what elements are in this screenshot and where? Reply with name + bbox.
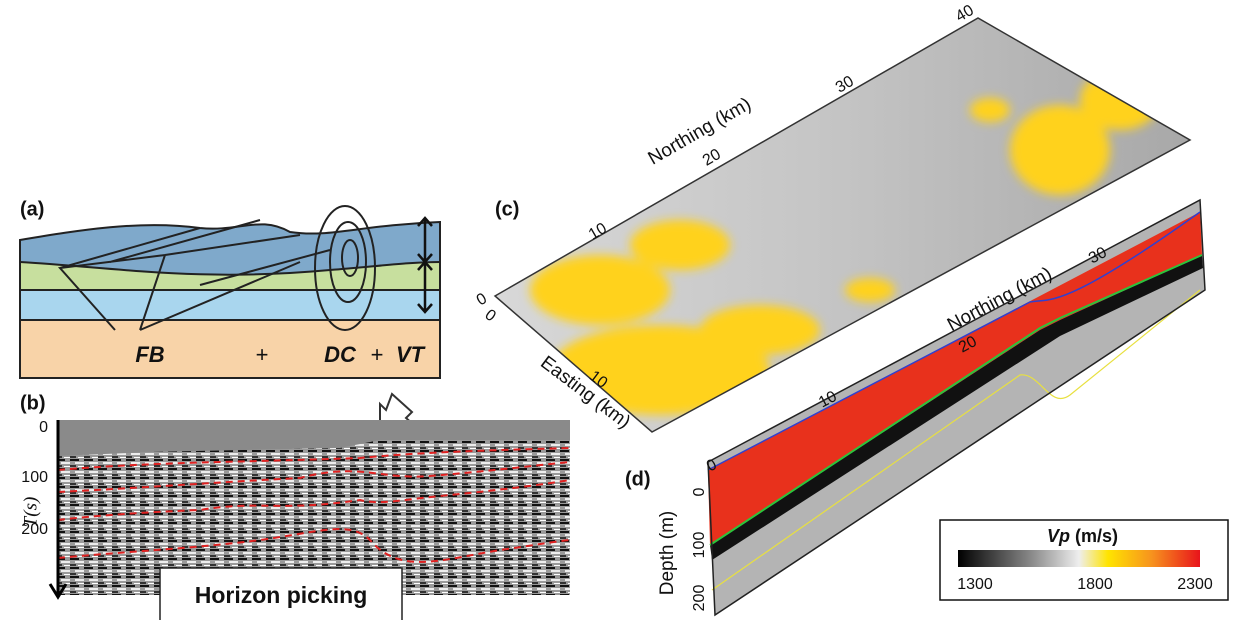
label-vt: VT <box>396 342 426 367</box>
tick-label: 0 <box>474 290 490 309</box>
tick-label: 2300 <box>1177 576 1213 593</box>
panel-label: (b) <box>20 392 46 414</box>
colorbar-symbol: Vp <box>1047 526 1070 546</box>
colorbar-unit: (m/s) <box>1075 526 1118 546</box>
axis-label: Depth (m) <box>657 511 678 595</box>
tick-label: 200 <box>21 521 48 538</box>
label-dc: DC <box>324 342 357 367</box>
tick-label: 0 <box>691 487 708 496</box>
callout: Horizon picking <box>195 582 368 608</box>
panel-label: (d) <box>625 468 651 490</box>
page: {"panel_a": {"label": "(a)", "fb": "FB",… <box>0 0 1236 620</box>
panel-label: (c) <box>495 198 519 220</box>
panel-label: (a) <box>20 198 44 220</box>
tick-label: 1300 <box>957 576 993 593</box>
figure: (a) FB + DC + VT (b) T(s) Horizon pickin… <box>0 0 1236 620</box>
plus: + <box>371 342 384 367</box>
tick-label: 100 <box>691 532 708 559</box>
tick-label: 100 <box>21 469 48 486</box>
tick-label: 0 <box>39 419 48 436</box>
tick-label: 200 <box>691 585 708 612</box>
label-fb: FB <box>135 342 164 367</box>
tick-label: 0 <box>481 306 498 325</box>
tick-label: 1800 <box>1077 576 1113 593</box>
plus: + <box>256 342 269 367</box>
